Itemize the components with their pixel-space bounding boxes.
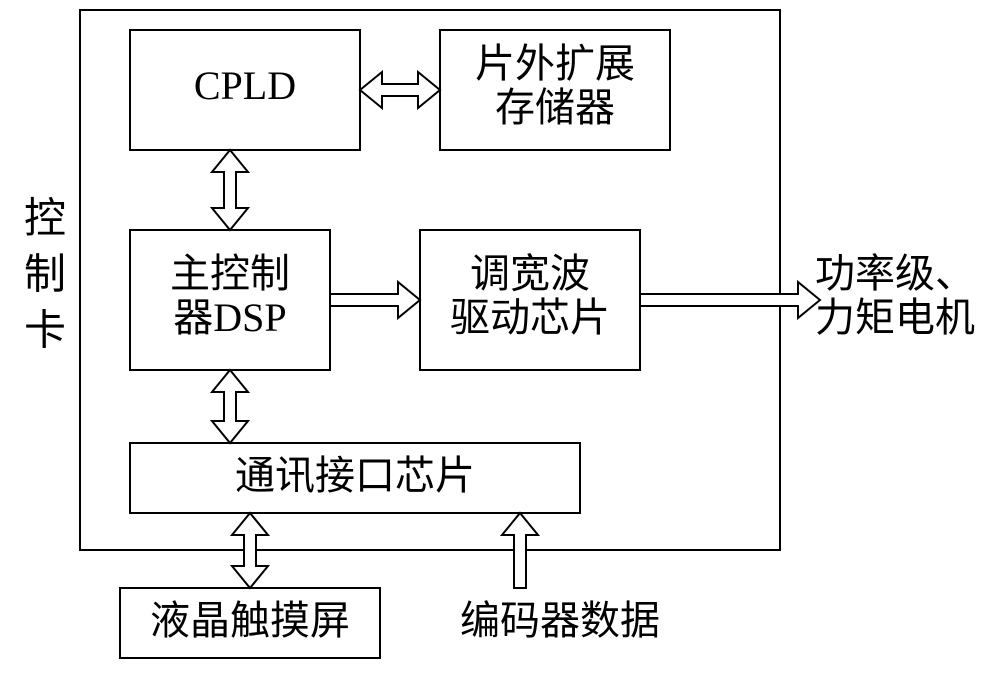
control-card-label-char: 制 (24, 253, 66, 299)
control-card-label-char: 卡 (24, 309, 66, 355)
cpld-label: CPLD (194, 63, 296, 108)
comm-label: 通讯接口芯片 (235, 453, 475, 498)
lcd-label: 液晶触摸屏 (150, 598, 350, 643)
control-card-label-char: 控 (24, 197, 66, 243)
dsp-label-2: 器DSP (173, 295, 286, 340)
pwm-label-2: 驱动芯片 (450, 295, 610, 340)
ext-memory-label-1: 片外扩展 (475, 41, 635, 86)
dsp-label-1: 主控制 (170, 251, 290, 296)
ext-memory-label-2: 存储器 (495, 85, 615, 130)
encoder-label: 编码器数据 (460, 598, 660, 643)
pwm-label-1: 调宽波 (470, 251, 590, 296)
power-motor-label-1: 功率级、 (815, 251, 975, 296)
power-motor-label-2: 力矩电机 (815, 295, 975, 340)
